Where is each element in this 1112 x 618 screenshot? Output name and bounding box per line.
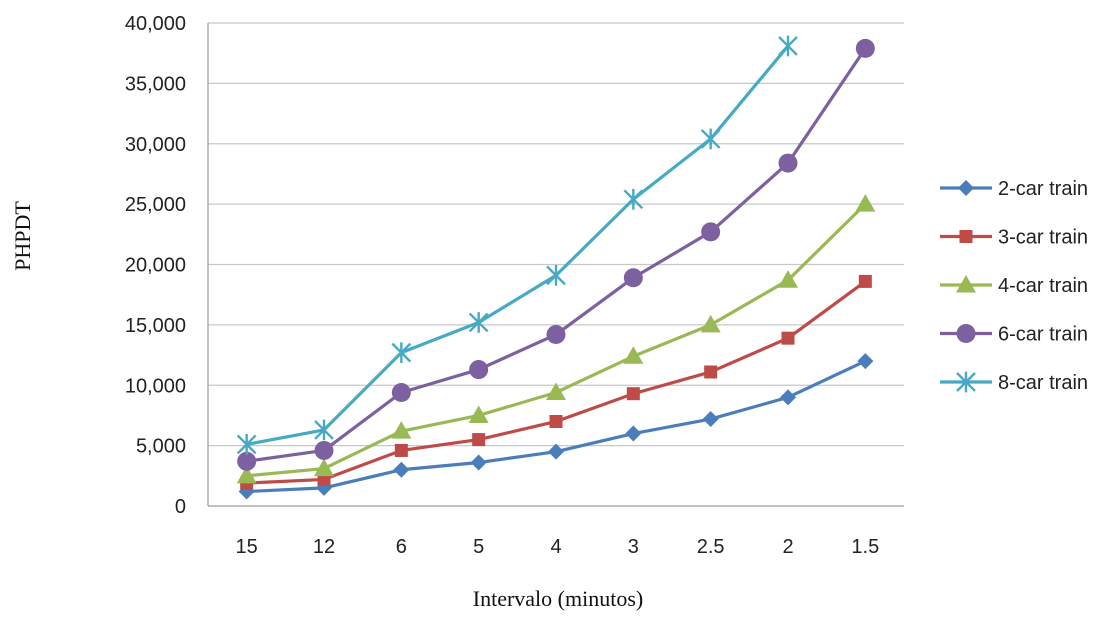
data-point — [469, 360, 489, 380]
data-point — [391, 342, 412, 363]
y-tick-label: 35,000 — [125, 73, 186, 95]
data-point — [391, 421, 412, 439]
data-point — [623, 268, 643, 288]
series-3-car-train — [240, 274, 872, 490]
x-tick-label: 1.5 — [851, 536, 879, 558]
data-point — [700, 128, 721, 150]
legend-marker — [959, 230, 973, 243]
data-point — [778, 153, 798, 173]
y-tick-label: 40,000 — [125, 13, 186, 35]
series-6-car-train — [237, 38, 875, 471]
data-point — [546, 265, 566, 286]
data-point — [237, 451, 257, 471]
y-tick-label: 25,000 — [125, 194, 186, 216]
data-point — [781, 331, 795, 345]
x-tick-label: 2 — [782, 536, 793, 558]
x-axis-tick-labels: 15 12 6 5 4 3 2.5 2 1.5 — [236, 536, 880, 558]
data-point — [778, 270, 798, 288]
y-axis-tick-labels: 0 5,000 10,000 15,000 20,000 25,000 30,000 35,0… — [125, 13, 186, 518]
y-tick-label: 10,000 — [125, 375, 186, 397]
x-axis-title: Intervalo (minutos) — [473, 586, 643, 611]
data-point — [468, 405, 489, 423]
legend-label: 2-car train — [998, 178, 1088, 200]
data-point — [855, 194, 876, 212]
y-tick-label: 5,000 — [136, 436, 186, 458]
data-point — [778, 35, 798, 57]
data-point — [391, 382, 411, 402]
data-point — [546, 382, 566, 400]
legend-label: 3-car train — [998, 227, 1088, 249]
data-point — [314, 458, 334, 477]
data-point — [472, 433, 486, 447]
legend-label: 6-car train — [998, 324, 1088, 346]
data-point — [394, 443, 408, 457]
data-point — [623, 188, 644, 210]
legend-marker — [956, 324, 976, 343]
data-point — [700, 314, 721, 333]
legend-item: 6-car train — [940, 324, 1088, 346]
data-point — [468, 312, 489, 333]
x-tick-label: 4 — [550, 536, 561, 558]
legend-marker — [958, 180, 974, 196]
data-point — [470, 454, 487, 471]
data-point — [549, 414, 563, 428]
data-point — [546, 325, 566, 345]
y-tick-label: 20,000 — [125, 255, 186, 277]
legend-label: 4-car train — [998, 275, 1088, 297]
data-point — [317, 472, 331, 486]
data-point — [704, 365, 718, 379]
y-tick-label: 30,000 — [125, 134, 186, 156]
legend-item: 2-car train — [940, 178, 1088, 200]
series-8-car-train — [236, 35, 798, 455]
data-point — [858, 274, 872, 288]
x-tick-label: 15 — [236, 536, 258, 558]
data-point — [857, 353, 874, 370]
legend-marker — [956, 275, 976, 293]
y-axis-title: PHPDT — [10, 201, 35, 271]
legend-marker — [956, 371, 976, 393]
x-tick-label: 3 — [628, 536, 639, 558]
x-tick-label: 2.5 — [697, 536, 725, 558]
x-tick-label: 6 — [396, 536, 407, 558]
data-point — [393, 461, 410, 478]
legend-item: 8-car train — [940, 371, 1088, 394]
x-tick-label: 5 — [473, 536, 484, 558]
data-point — [236, 465, 257, 484]
data-point — [236, 434, 257, 455]
series-line — [246, 44, 790, 446]
x-tick-label: 12 — [313, 536, 335, 558]
series-4-car-train — [236, 194, 876, 484]
y-tick-label: 15,000 — [125, 315, 186, 337]
data-point — [701, 222, 721, 242]
data-point — [626, 387, 640, 401]
data-point — [314, 419, 334, 441]
legend: 2-car train 3-car train 4-car train 6-car t… — [940, 178, 1088, 394]
data-point — [855, 38, 875, 58]
legend-item: 4-car train — [940, 275, 1088, 297]
series-lines — [236, 35, 876, 500]
data-point — [548, 443, 564, 460]
data-point — [623, 346, 644, 364]
legend-label: 8-car train — [998, 372, 1088, 394]
data-point — [702, 411, 719, 428]
data-point — [625, 425, 642, 442]
y-tick-label: 0 — [175, 496, 186, 518]
data-point — [314, 440, 334, 460]
data-point — [780, 389, 796, 406]
legend-item: 3-car train — [940, 227, 1088, 249]
